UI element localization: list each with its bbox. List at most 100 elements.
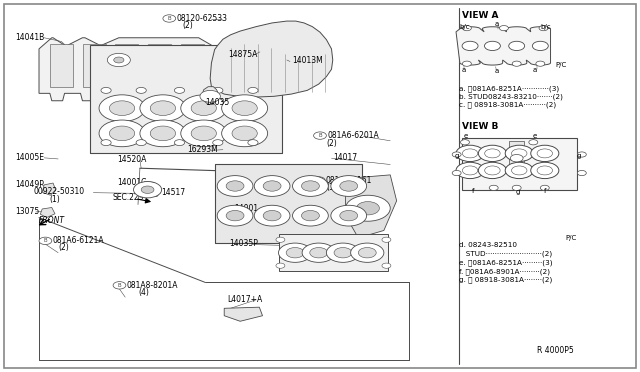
Circle shape bbox=[537, 149, 552, 158]
Text: VIEW B: VIEW B bbox=[462, 122, 498, 131]
Text: e: e bbox=[532, 133, 537, 139]
Circle shape bbox=[150, 101, 175, 116]
Circle shape bbox=[109, 101, 134, 116]
Text: 14520A: 14520A bbox=[118, 155, 147, 164]
Circle shape bbox=[461, 140, 469, 145]
Circle shape bbox=[108, 53, 131, 67]
Circle shape bbox=[463, 26, 471, 31]
Bar bbox=[180, 44, 204, 87]
Polygon shape bbox=[456, 27, 550, 65]
Circle shape bbox=[452, 152, 461, 157]
Text: f: f bbox=[472, 188, 474, 194]
Circle shape bbox=[39, 237, 52, 244]
Circle shape bbox=[174, 87, 184, 93]
Bar bbox=[509, 141, 524, 176]
Circle shape bbox=[99, 120, 145, 147]
Circle shape bbox=[141, 186, 154, 193]
Circle shape bbox=[150, 126, 175, 141]
Circle shape bbox=[221, 120, 268, 147]
Text: (1): (1) bbox=[49, 195, 60, 204]
Circle shape bbox=[113, 282, 126, 289]
Circle shape bbox=[212, 140, 223, 145]
Circle shape bbox=[232, 126, 257, 141]
Circle shape bbox=[174, 140, 184, 145]
Circle shape bbox=[462, 149, 478, 158]
Circle shape bbox=[136, 140, 147, 145]
Text: (1): (1) bbox=[326, 183, 337, 192]
Circle shape bbox=[358, 247, 376, 258]
Circle shape bbox=[499, 26, 508, 31]
Polygon shape bbox=[90, 45, 282, 153]
Circle shape bbox=[114, 57, 124, 63]
Text: 081A6-6121A: 081A6-6121A bbox=[52, 236, 104, 246]
Text: b/c: b/c bbox=[540, 24, 551, 30]
Circle shape bbox=[462, 41, 478, 51]
Circle shape bbox=[326, 243, 360, 262]
Text: (2): (2) bbox=[58, 243, 69, 252]
Circle shape bbox=[310, 247, 328, 258]
Polygon shape bbox=[42, 183, 56, 195]
Polygon shape bbox=[210, 21, 333, 97]
Bar bbox=[148, 44, 171, 87]
Circle shape bbox=[301, 211, 319, 221]
Text: 081A6-6201A: 081A6-6201A bbox=[327, 131, 379, 140]
Text: SEC.223: SEC.223 bbox=[113, 193, 144, 202]
Circle shape bbox=[254, 176, 290, 196]
Circle shape bbox=[539, 26, 548, 31]
Text: FRONT: FRONT bbox=[39, 217, 65, 225]
Circle shape bbox=[577, 170, 586, 176]
Text: 14001C: 14001C bbox=[118, 178, 147, 187]
Polygon shape bbox=[214, 164, 362, 243]
Circle shape bbox=[484, 41, 500, 51]
Circle shape bbox=[254, 205, 290, 226]
Text: g: g bbox=[516, 189, 520, 195]
Text: (2): (2) bbox=[182, 21, 193, 30]
Circle shape bbox=[292, 205, 328, 226]
Circle shape bbox=[340, 211, 358, 221]
Circle shape bbox=[351, 243, 384, 262]
Circle shape bbox=[532, 41, 548, 51]
Polygon shape bbox=[202, 87, 219, 105]
Circle shape bbox=[217, 205, 253, 226]
Circle shape bbox=[456, 145, 484, 161]
Circle shape bbox=[331, 205, 367, 226]
Circle shape bbox=[510, 154, 523, 162]
Circle shape bbox=[505, 145, 533, 161]
Circle shape bbox=[180, 120, 227, 147]
Circle shape bbox=[540, 185, 549, 190]
Circle shape bbox=[314, 132, 326, 139]
Text: a: a bbox=[494, 21, 499, 27]
Circle shape bbox=[512, 61, 521, 66]
Circle shape bbox=[136, 87, 147, 93]
Circle shape bbox=[340, 181, 358, 191]
Circle shape bbox=[226, 211, 244, 221]
Circle shape bbox=[301, 181, 319, 191]
Text: B: B bbox=[118, 283, 122, 288]
Text: R 4000P5: R 4000P5 bbox=[537, 346, 574, 355]
Polygon shape bbox=[346, 175, 397, 238]
Text: 14001: 14001 bbox=[234, 204, 258, 213]
Circle shape bbox=[191, 101, 216, 116]
Circle shape bbox=[229, 310, 244, 318]
Text: d. 08243-82510: d. 08243-82510 bbox=[460, 242, 517, 248]
Circle shape bbox=[382, 263, 391, 268]
Circle shape bbox=[101, 87, 111, 93]
Circle shape bbox=[278, 243, 312, 262]
Polygon shape bbox=[140, 182, 162, 197]
Circle shape bbox=[531, 145, 559, 161]
Circle shape bbox=[232, 101, 257, 116]
Text: g: g bbox=[577, 153, 582, 158]
Bar bbox=[279, 234, 388, 271]
Circle shape bbox=[180, 95, 227, 122]
Text: P/C: P/C bbox=[555, 62, 566, 68]
Text: VIEW A: VIEW A bbox=[462, 11, 499, 20]
Text: 081A8-8201A: 081A8-8201A bbox=[127, 281, 178, 290]
Circle shape bbox=[509, 41, 525, 51]
Text: P/C: P/C bbox=[566, 235, 577, 241]
Circle shape bbox=[302, 243, 335, 262]
Circle shape bbox=[478, 145, 506, 161]
Circle shape bbox=[531, 162, 559, 179]
Circle shape bbox=[217, 176, 253, 196]
Circle shape bbox=[512, 185, 521, 190]
Circle shape bbox=[109, 126, 134, 141]
